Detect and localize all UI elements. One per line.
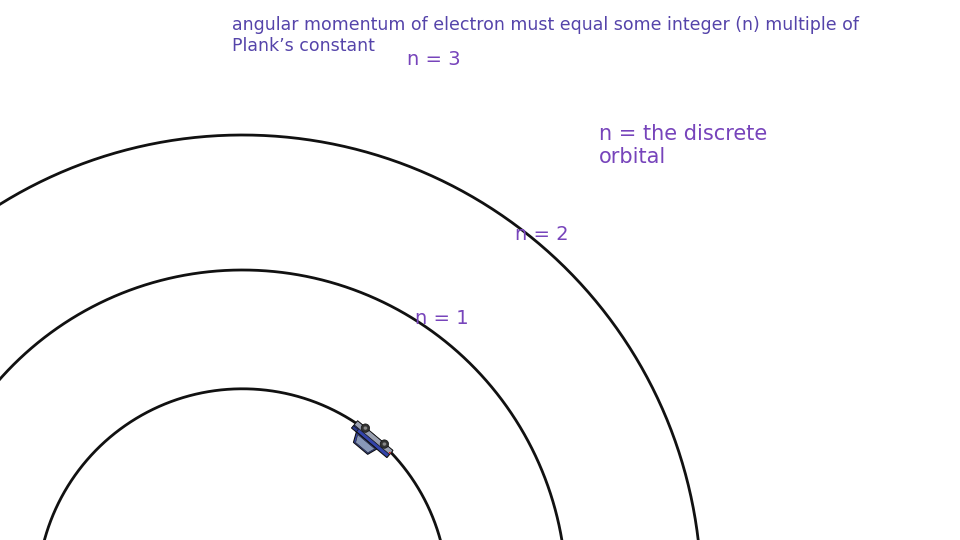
Polygon shape [36,341,60,361]
Polygon shape [21,321,69,362]
Text: n = the discrete
orbital: n = the discrete orbital [599,124,767,167]
Circle shape [29,345,34,349]
Circle shape [361,424,370,433]
Polygon shape [21,321,66,359]
Polygon shape [355,435,374,453]
Circle shape [63,324,65,326]
Circle shape [382,442,386,446]
Circle shape [52,327,56,331]
Polygon shape [354,421,393,455]
Text: n = 1: n = 1 [416,309,469,328]
Polygon shape [25,355,34,362]
Text: angular momentum of electron must equal some integer (n) multiple of
Plank’s con: angular momentum of electron must equal … [231,16,858,55]
Polygon shape [351,426,358,432]
Circle shape [389,452,391,454]
Text: n = 3: n = 3 [407,50,461,69]
Polygon shape [353,432,376,454]
Text: n = 2: n = 2 [516,225,568,245]
Circle shape [49,324,59,334]
Circle shape [380,440,389,448]
Polygon shape [351,421,393,457]
Polygon shape [34,339,61,363]
Circle shape [364,426,368,430]
Circle shape [26,342,36,352]
